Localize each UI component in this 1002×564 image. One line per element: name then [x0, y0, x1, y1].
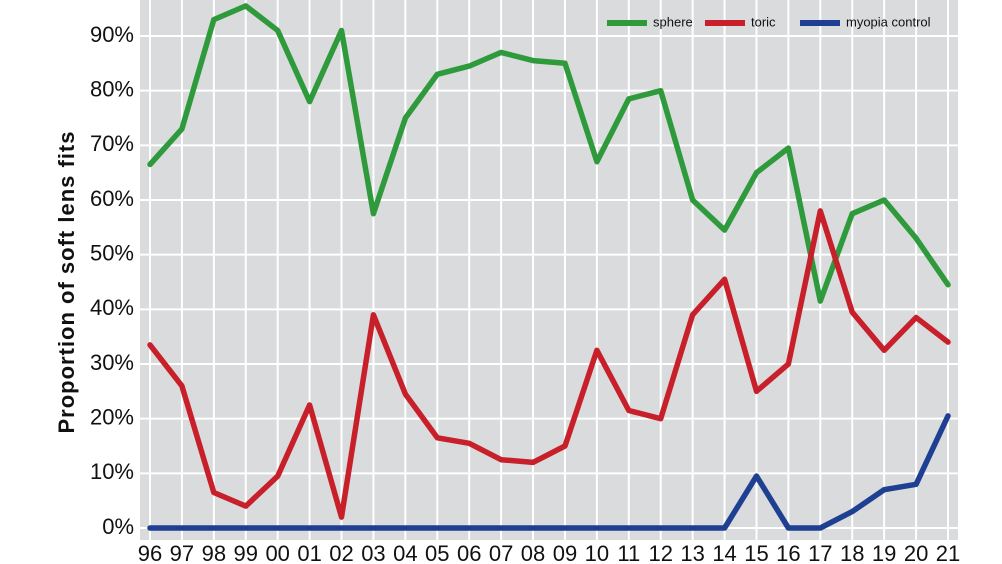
y-tick-label: 0%	[102, 514, 134, 539]
y-tick-label: 30%	[90, 350, 134, 375]
grid	[140, 0, 958, 540]
legend-label: toric	[751, 14, 776, 29]
x-tick-label: 99	[234, 541, 258, 564]
y-tick-label: 70%	[90, 131, 134, 156]
x-tick-label: 09	[553, 541, 577, 564]
x-tick-label: 02	[329, 541, 353, 564]
x-tick-label: 15	[744, 541, 768, 564]
x-tick-label: 19	[872, 541, 896, 564]
x-tick-label: 18	[840, 541, 864, 564]
x-tick-label: 97	[170, 541, 194, 564]
x-axis: 96 97 98 99 00 01 02 03 04 05 06 07 08 09 10 11 12 13 14 15…	[138, 541, 960, 564]
x-tick-label: 16	[776, 541, 800, 564]
y-tick-label: 40%	[90, 295, 134, 320]
y-tick-label: 50%	[90, 240, 134, 265]
x-tick-label: 06	[457, 541, 481, 564]
x-tick-label: 01	[297, 541, 321, 564]
x-tick-label: 05	[425, 541, 449, 564]
y-tick-label: 90%	[90, 22, 134, 47]
series	[147, 3, 951, 531]
y-tick-label: 10%	[90, 459, 134, 484]
legend: sphere toric myopia control	[607, 14, 931, 29]
legend-label: myopia control	[846, 14, 931, 29]
legend-label: sphere	[653, 14, 693, 29]
x-tick-label: 00	[265, 541, 289, 564]
y-tick-label: 20%	[90, 404, 134, 429]
series-line-sphere	[147, 3, 951, 304]
y-axis: 0% 10% 20% 30% 40% 50% 60% 70% 80% 90%	[90, 22, 134, 539]
x-tick-label: 21	[936, 541, 960, 564]
x-tick-label: 20	[904, 541, 928, 564]
x-tick-label: 17	[808, 541, 832, 564]
x-tick-label: 98	[202, 541, 226, 564]
x-tick-label: 14	[712, 541, 736, 564]
x-tick-label: 96	[138, 541, 162, 564]
x-tick-label: 08	[521, 541, 545, 564]
series-line-toric	[147, 208, 951, 520]
y-tick-label: 60%	[90, 186, 134, 211]
plot-area	[140, 0, 958, 540]
x-tick-label: 12	[648, 541, 672, 564]
x-tick-label: 13	[680, 541, 704, 564]
x-tick-label: 07	[489, 541, 513, 564]
y-axis-label: Proportion of soft lens fits	[54, 131, 79, 434]
x-tick-label: 10	[585, 541, 609, 564]
x-tick-label: 04	[393, 541, 417, 564]
series-line-myopia-control	[147, 413, 951, 531]
x-tick-label: 11	[617, 541, 640, 564]
x-tick-label: 03	[361, 541, 385, 564]
y-tick-label: 80%	[90, 76, 134, 101]
